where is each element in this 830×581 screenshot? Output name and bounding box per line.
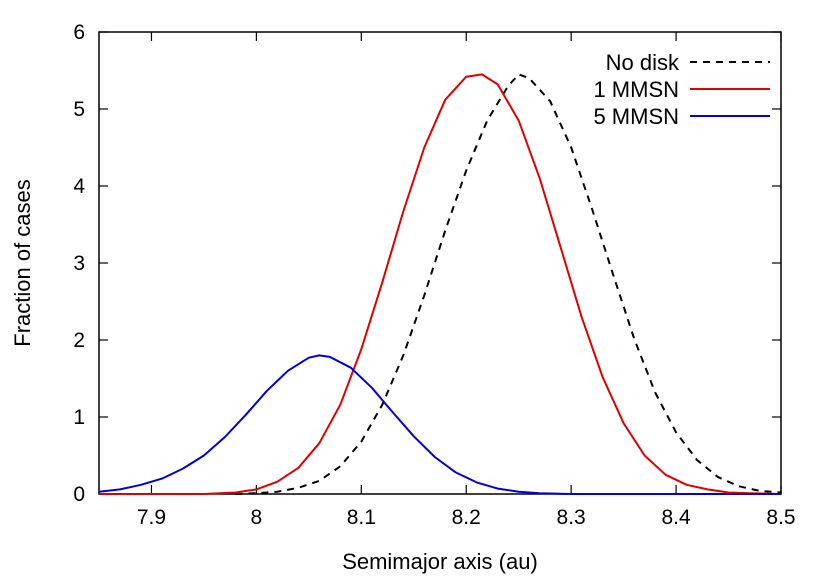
x-tick-label: 8.4	[661, 506, 691, 529]
x-axis-title: Semimajor axis (au)	[342, 549, 538, 574]
series-line-5-mmsn	[98, 354, 781, 495]
x-tick-label: 8	[251, 506, 263, 529]
legend-label: 5 MMSN	[593, 104, 679, 129]
y-tick-label: 4	[73, 175, 85, 198]
y-tick-label: 2	[73, 329, 85, 352]
x-tick-label: 8.3	[557, 506, 586, 529]
x-tick-label: 8.2	[452, 506, 481, 529]
x-tick-label: 8.5	[766, 506, 795, 529]
series-layer	[98, 73, 782, 495]
y-tick-label: 1	[73, 406, 85, 429]
y-tick-label: 0	[73, 483, 85, 506]
y-axis-title: Fraction of cases	[10, 179, 35, 347]
y-tick-label: 6	[73, 21, 85, 44]
ticks: 7.9 8 8.1 8.2 8.3 8.4 8.5 0 1 2 3 4 5 6	[73, 21, 795, 529]
y-tick-label: 5	[73, 98, 85, 121]
legend-label: 1 MMSN	[593, 77, 679, 102]
y-tick-label: 3	[73, 252, 85, 275]
series-line-1-mmsn	[99, 73, 782, 495]
series-line-no-disk	[235, 73, 782, 495]
legend-label: No disk	[606, 50, 680, 75]
x-tick-label: 8.1	[347, 506, 376, 529]
x-tick-label: 7.9	[137, 506, 166, 529]
